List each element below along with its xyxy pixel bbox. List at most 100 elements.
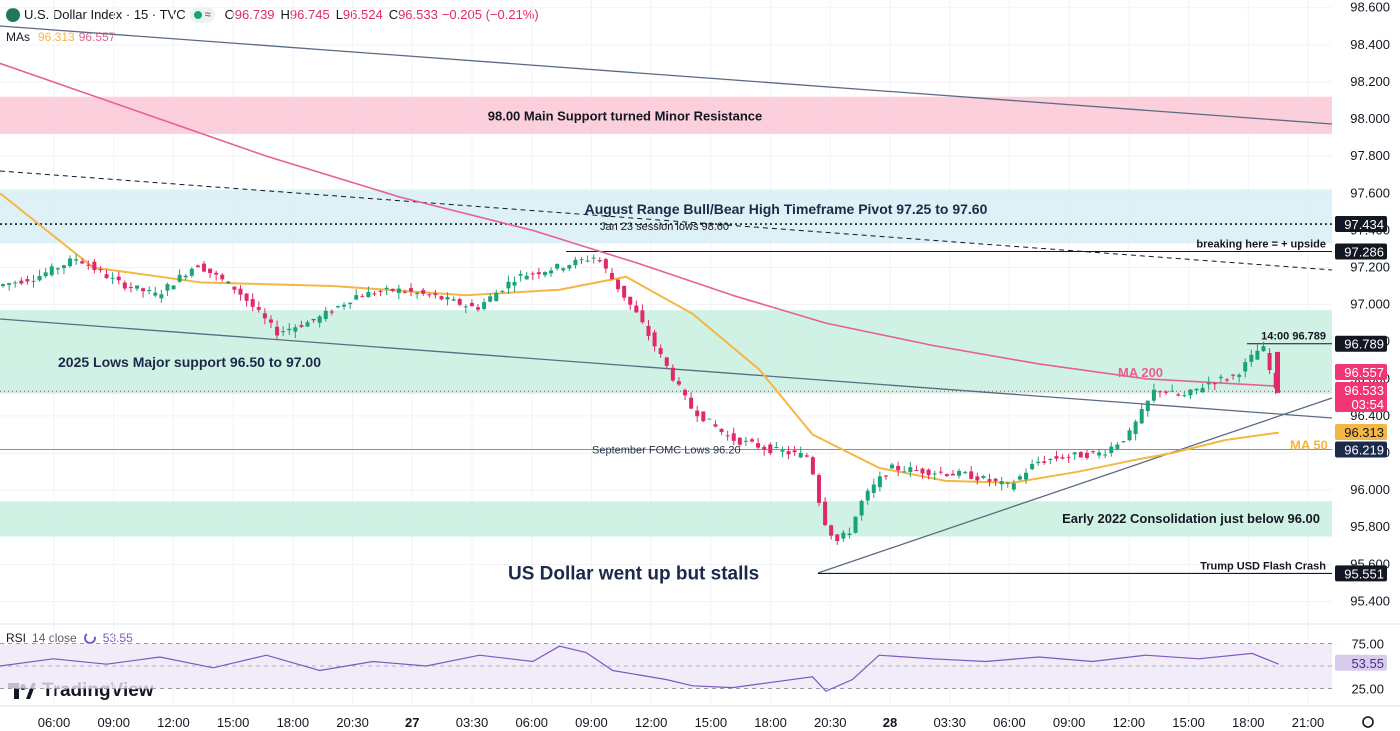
x-tick-label-14: 28	[883, 715, 897, 730]
candle-body-151	[920, 468, 925, 474]
candle-body-76	[463, 306, 468, 308]
candle-body-73	[445, 297, 450, 300]
candle-body-16	[98, 269, 103, 271]
price-label-1: 97.286	[1344, 245, 1384, 260]
candle-body-164	[999, 481, 1004, 485]
candle-body-194	[1182, 395, 1187, 397]
candle-body-93	[567, 265, 572, 269]
candle-body-0	[1, 284, 6, 287]
rsi-value-bg	[1335, 654, 1387, 671]
x-tick-label-0: 06:00	[38, 715, 71, 730]
candle-body-97	[591, 257, 596, 259]
x-tick-label-1: 09:00	[97, 715, 130, 730]
candle-body-12	[74, 259, 79, 261]
candle-body-9	[55, 268, 60, 270]
market-status-badge[interactable]: ≈	[189, 7, 215, 23]
price-label-2: 96.789	[1344, 337, 1384, 352]
candle-body-166	[1011, 483, 1016, 490]
candle-body-126	[768, 444, 773, 454]
candle-body-115	[701, 411, 706, 422]
candle-body-80	[488, 296, 493, 302]
candle-body-31	[189, 268, 194, 276]
candle-body-88	[536, 272, 541, 275]
candle-body-160	[975, 476, 980, 481]
candle-body-110	[670, 367, 675, 381]
y-tick-label-5: 97.600	[1350, 185, 1390, 200]
candle-body-202	[1231, 374, 1236, 376]
annotation-fomc: September FOMC Lows 96.20	[592, 444, 741, 456]
candle-body-39	[238, 288, 243, 295]
x-tick-label-2: 12:00	[157, 715, 190, 730]
candle-body-34	[208, 268, 213, 274]
candle-body-144	[877, 476, 882, 488]
candle-body-138	[841, 532, 846, 539]
candle-body-149	[908, 467, 913, 473]
candle-body-20	[122, 282, 127, 289]
candle-body-163	[993, 478, 998, 482]
candle-body-69	[421, 290, 426, 294]
rsi-label[interactable]: RSI	[6, 631, 27, 645]
candle-body-150	[914, 470, 919, 472]
candle-body-147	[896, 465, 901, 471]
candle-body-74	[451, 299, 456, 301]
candle-body-67	[409, 288, 414, 292]
ohlc-label-1: H	[280, 7, 290, 22]
candle-body-59	[360, 296, 365, 298]
price-label-0: 97.434	[1344, 217, 1384, 232]
candle-body-170	[1036, 461, 1041, 464]
candle-body-130	[792, 450, 797, 453]
symbol-title[interactable]: U.S. Dollar Index · 15 · TVC	[24, 7, 186, 22]
candle-body-77	[469, 302, 474, 307]
ma-value-0: 96.313	[38, 30, 75, 44]
candle-body-189	[1151, 389, 1156, 401]
candle-body-13	[80, 261, 85, 264]
price-label-5: 03:54	[1351, 397, 1384, 412]
candle-body-40	[244, 293, 249, 301]
price-label-bg-8	[1335, 565, 1387, 582]
x-tick-label-18: 12:00	[1113, 715, 1146, 730]
candle-body-191	[1164, 391, 1169, 393]
candle-body-11	[68, 258, 73, 267]
price-label-3: 96.557	[1344, 365, 1384, 380]
wave-icon: ≈	[204, 9, 211, 21]
candle-body-155	[944, 474, 949, 476]
ohlc-value-0: 96.739	[234, 7, 275, 22]
price-label-bg-6	[1335, 424, 1387, 441]
candle-body-195	[1188, 389, 1193, 396]
candle-body-184	[1121, 441, 1126, 443]
candle-body-139	[847, 533, 852, 536]
x-tick-label-12: 18:00	[754, 715, 787, 730]
candle-body-181	[1103, 454, 1108, 456]
candle-body-106	[646, 325, 651, 336]
y-tick-label-3: 98.000	[1350, 111, 1390, 126]
y-tick-label-14: 95.800	[1350, 519, 1390, 534]
candle-body-85	[518, 273, 523, 276]
candle-body-109	[664, 357, 669, 366]
candle-body-46	[281, 331, 286, 333]
candle-body-1	[7, 283, 12, 286]
candle-body-29	[177, 274, 182, 282]
zone-label-1: August Range Bull/Bear High Timeframe Pi…	[585, 201, 988, 217]
annotation-flash-crash: Trump USD Flash Crash	[1200, 560, 1326, 572]
candle-body-95	[579, 259, 584, 261]
candle-body-182	[1109, 446, 1114, 454]
ma-label[interactable]: MAs	[6, 30, 30, 44]
candle-body-179	[1091, 451, 1096, 453]
trendline-upper	[0, 25, 1333, 125]
settings-gear-icon[interactable]	[1362, 716, 1374, 728]
candle-body-180	[1097, 452, 1102, 456]
x-tick-label-21: 21:00	[1292, 715, 1325, 730]
zone-label-0: 98.00 Main Support turned Minor Resistan…	[488, 108, 763, 123]
candle-body-90	[549, 270, 554, 274]
annotation-breaking: breaking here = + upside	[1196, 239, 1326, 251]
y-tick-label-2: 98.200	[1350, 74, 1390, 89]
candle-body-162	[987, 479, 992, 482]
candle-body-169	[1030, 463, 1035, 470]
candle-body-50	[305, 322, 310, 327]
candle-body-114	[695, 410, 700, 417]
candle-body-21	[128, 287, 133, 289]
market-open-icon	[193, 11, 202, 19]
trendline-dashed	[0, 170, 1333, 271]
candle-body-65	[396, 288, 401, 293]
